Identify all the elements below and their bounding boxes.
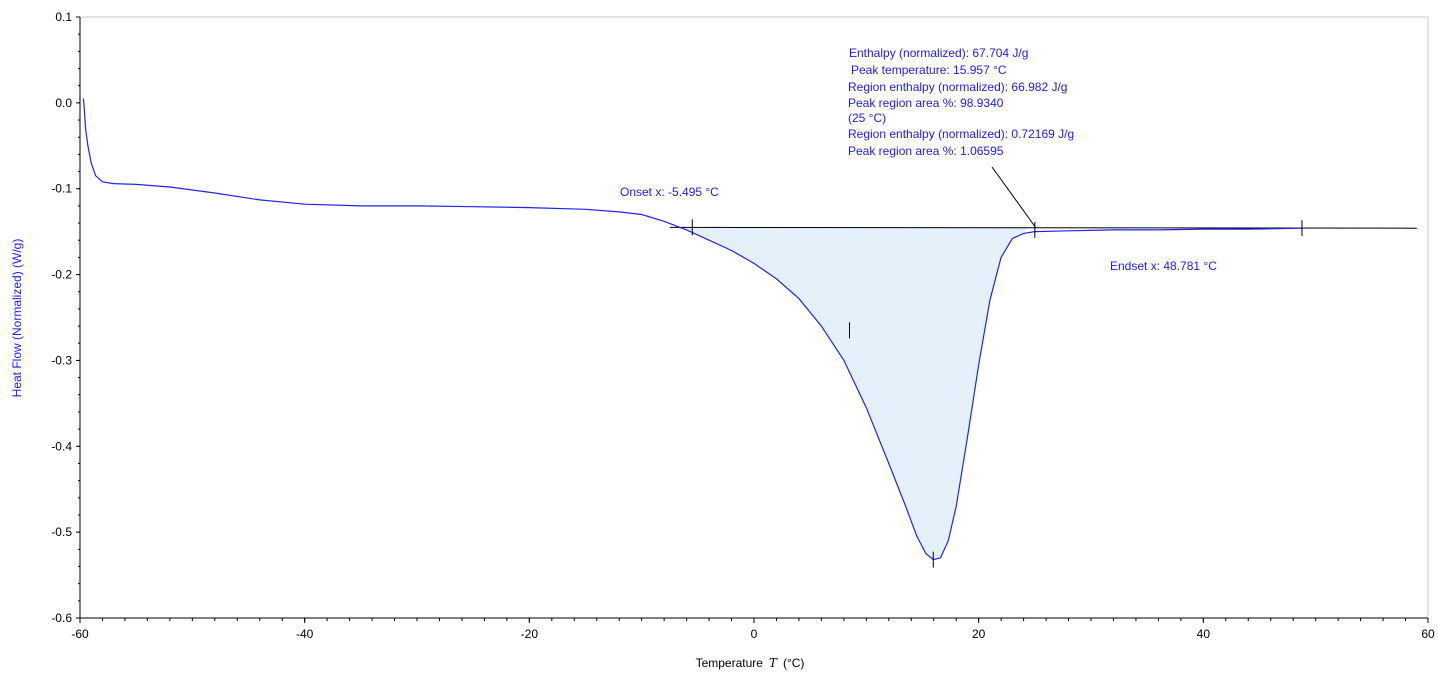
heat-flow-curve <box>82 98 1303 561</box>
enthalpy-line-4: Peak region area %: 98.9340 <box>848 96 1004 110</box>
x-tick-label: -60 <box>71 627 89 641</box>
y-tick-label: -0.5 <box>51 525 72 539</box>
x-axis-title-unit: (°C) <box>783 656 804 670</box>
y-tick-label: -0.6 <box>51 611 72 625</box>
x-axis-title-text: Temperature <box>696 656 764 670</box>
y-tick-label: -0.1 <box>51 182 72 196</box>
axes: 0.1 0.0 -0.1 -0.2 -0.3 -0.4 -0.5 -0.6 -60 -40 -20 0… <box>51 10 1435 641</box>
y-tick-label: -0.3 <box>51 353 72 367</box>
y-tick-label: -0.4 <box>51 439 72 453</box>
marker-layer <box>691 219 1303 568</box>
enthalpy-line-3: Region enthalpy (normalized): 66.982 J/g <box>848 80 1067 94</box>
onset-annotation: Onset x: -5.495 °C <box>620 185 719 199</box>
x-tick-label: -40 <box>296 627 314 641</box>
enthalpy-line-5: (25 °C) <box>848 111 886 125</box>
enthalpy-line-2: Peak temperature: 15.957 °C <box>851 63 1007 77</box>
x-tick-label: 20 <box>972 627 986 641</box>
peak-area-shading <box>669 227 1027 560</box>
y-tick-label: 0.0 <box>55 96 72 110</box>
x-axis-title-symbol: T <box>769 656 778 670</box>
y-tick-label: 0.1 <box>55 10 72 24</box>
series-layer <box>82 98 1417 561</box>
x-axis-title: Temperature T (°C) <box>696 656 805 670</box>
x-tick-label: 0 <box>751 627 758 641</box>
enthalpy-line-1: Enthalpy (normalized): 67.704 J/g <box>849 46 1028 60</box>
plot-frame <box>79 16 1429 619</box>
x-tick-label: -20 <box>521 627 539 641</box>
x-tick-label: 40 <box>1197 627 1211 641</box>
peak-area <box>669 227 1027 560</box>
enthalpy-line-6: Region enthalpy (normalized): 0.72169 J/… <box>848 127 1074 141</box>
annotation-leader-line <box>991 166 1037 229</box>
annotation-layer: Onset x: -5.495 °C Endset x: 48.781 °C E… <box>620 46 1217 273</box>
endset-annotation: Endset x: 48.781 °C <box>1110 259 1217 273</box>
enthalpy-line-7: Peak region area %: 1.06595 <box>848 144 1004 158</box>
y-tick-label: -0.2 <box>51 268 72 282</box>
x-tick-label: 60 <box>1421 627 1435 641</box>
y-axis-title: Heat Flow (Normalized) (W/g) <box>10 239 24 398</box>
